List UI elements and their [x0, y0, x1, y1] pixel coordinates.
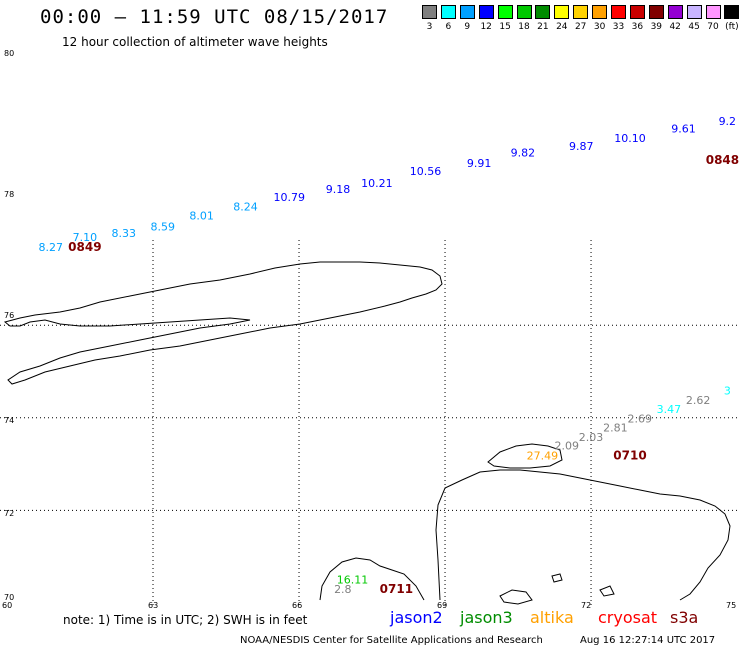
swh-value-label: 3.47: [657, 403, 682, 416]
color-scale-swatch: [497, 5, 513, 19]
swh-value-label: 9.87: [569, 140, 594, 153]
coastline-yamal: [435, 469, 731, 601]
color-scale-label: 45: [688, 22, 700, 32]
coastline-bely-island: [487, 443, 563, 469]
legend-item-cryosat: cryosat: [598, 608, 658, 627]
swh-value-label: 9.18: [326, 183, 351, 196]
color-scale-swatch: [667, 5, 683, 19]
lon-label: 75: [726, 601, 736, 610]
color-scale-swatch: [516, 5, 532, 19]
lon-label: 60: [2, 601, 12, 610]
coastline-novaya-zemlya-north: [3, 261, 443, 385]
lat-label: 70: [4, 593, 14, 602]
color-scale-label: 15: [499, 22, 511, 32]
color-scale-swatch: [554, 5, 570, 19]
lat-label: 74: [4, 416, 14, 425]
coastline-islet-3: [599, 585, 615, 597]
lat-label: 80: [4, 49, 14, 58]
swh-value-label: 2.09: [554, 439, 579, 452]
swh-value-label: 2.8: [334, 583, 352, 596]
swh-value-label: 10.21: [361, 177, 393, 190]
color-scale-swatch: [459, 5, 475, 19]
swh-value-label: 8.33: [112, 227, 137, 240]
color-scale-swatch: [573, 5, 589, 19]
color-scale-swatch: [592, 5, 608, 19]
lat-lon-grid: [0, 240, 740, 605]
coastline: [3, 261, 731, 605]
color-scale-label: 33: [612, 22, 625, 32]
swh-value-label: 16.11: [337, 574, 369, 587]
legend-item-jason2: jason2: [390, 608, 443, 627]
color-scale-swatch: [686, 5, 702, 19]
color-scale-swatch: [724, 5, 740, 19]
swh-value-label: 9.91: [467, 157, 492, 170]
swh-value-label: 9.61: [671, 123, 696, 136]
pass-time-label: 0848: [706, 153, 739, 167]
lon-label: 63: [148, 601, 158, 610]
lon-label: 69: [437, 601, 447, 610]
page-title: 00:00 – 11:59 UTC 08/15/2017: [40, 6, 389, 28]
credit-line: NOAA/NESDIS Center for Satellite Applica…: [240, 635, 543, 646]
color-scale-label: 6: [445, 22, 452, 32]
swh-value-label: 8.59: [150, 221, 175, 234]
color-scale-label: 36: [631, 22, 644, 32]
swh-value-label: 9.82: [511, 147, 536, 160]
coastline-islet-2: [551, 573, 563, 583]
color-scale-swatch: [611, 5, 626, 19]
pass-time-label: 0849: [68, 240, 101, 254]
color-scale-label: 27: [574, 22, 587, 32]
swh-value-label: 8.27: [39, 241, 64, 254]
color-scale-label: 9: [464, 22, 471, 32]
coastline-baydaratskaya: [319, 557, 425, 601]
color-scale-swatch: [440, 5, 456, 19]
color-scale-label: (ft): [725, 22, 739, 32]
generated-timestamp: Aug 16 12:27:14 UTC 2017: [580, 635, 716, 646]
color-scale-swatch: [478, 5, 494, 19]
lat-label: 76: [4, 311, 14, 320]
legend-item-s3a: s3a: [670, 608, 699, 627]
color-scale-swatch: [629, 5, 645, 19]
swh-value-label: 10.56: [410, 165, 442, 178]
color-scale-label: 21: [537, 22, 549, 32]
swh-value-label: 27.49: [527, 449, 559, 462]
swh-value-label: 10.10: [614, 132, 646, 145]
altimeter-tracks: 8.27 7.10 8.33 8.59 8.01 8.24 10.79 9.18 10.21 10…: [39, 115, 740, 596]
swh-value-label: 2.62: [686, 394, 711, 407]
swh-value-label: 7.10: [73, 231, 98, 244]
color-scale-label: 42: [669, 22, 681, 32]
color-scale-label: 70: [707, 22, 719, 32]
lat-label: 78: [4, 190, 14, 199]
color-scale-label: 18: [518, 22, 530, 32]
swh-value-label: 10.79: [274, 191, 306, 204]
page-subtitle: 12 hour collection of altimeter wave hei…: [62, 35, 328, 49]
pass-time-label: 0711: [380, 582, 413, 596]
color-scale-label: 3: [426, 22, 433, 32]
swh-value-label: 9.2: [719, 115, 737, 128]
pass-time-label: 0710: [613, 448, 646, 462]
lon-label: 72: [581, 601, 591, 610]
legend-item-jason3: jason3: [460, 608, 513, 627]
color-scale-swatch: [535, 5, 551, 19]
swh-value-label: 8.24: [233, 200, 258, 213]
coastline-islet-1: [499, 589, 533, 605]
color-scale-label: 12: [480, 22, 492, 32]
swh-value-label: 2.69: [627, 412, 652, 425]
footer-note: note: 1) Time is in UTC; 2) SWH is in fe…: [63, 613, 308, 627]
swh-value-label: 3: [724, 385, 731, 398]
swh-value-label: 8.01: [189, 210, 214, 223]
swh-value-label: 2.81: [603, 422, 628, 435]
lat-label: 72: [4, 509, 14, 518]
legend-item-altika: altika: [530, 608, 574, 627]
lon-label: 66: [292, 601, 302, 610]
swh-value-label: 2.03: [579, 431, 604, 444]
color-scale-label: 39: [650, 22, 663, 32]
color-scale-label: 24: [556, 22, 568, 32]
color-scale-swatch: [648, 5, 664, 19]
color-scale-label: 30: [593, 22, 606, 32]
color-scale-swatch: [422, 5, 437, 19]
color-scale-swatch: [705, 5, 721, 19]
